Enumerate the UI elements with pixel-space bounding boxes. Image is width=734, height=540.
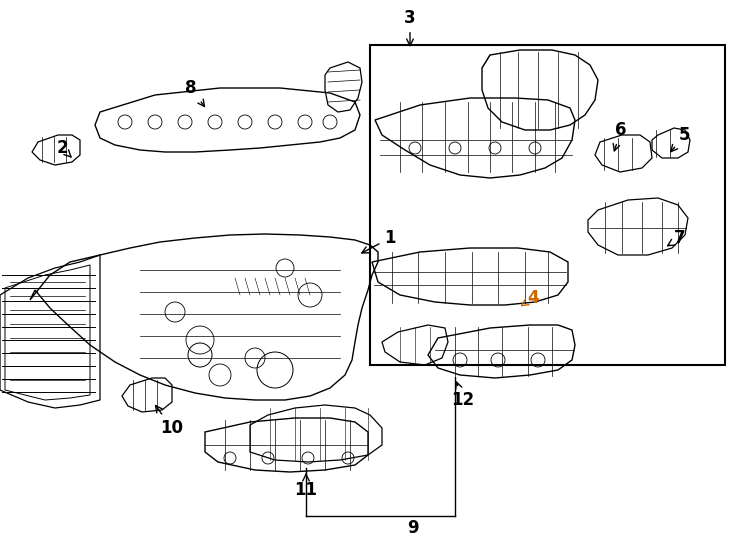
Bar (370, 45, 725, 365)
Text: 5: 5 (671, 126, 691, 152)
Text: 12: 12 (451, 382, 475, 409)
Text: 9: 9 (407, 519, 419, 537)
Text: 7: 7 (668, 229, 686, 247)
Text: 2: 2 (57, 139, 71, 157)
Text: 10: 10 (156, 406, 184, 437)
Text: 4: 4 (521, 289, 539, 307)
Text: 3: 3 (404, 9, 416, 46)
Text: 1: 1 (362, 229, 396, 253)
Text: 11: 11 (294, 474, 318, 499)
Text: 8: 8 (185, 79, 205, 106)
Text: 6: 6 (613, 121, 627, 151)
